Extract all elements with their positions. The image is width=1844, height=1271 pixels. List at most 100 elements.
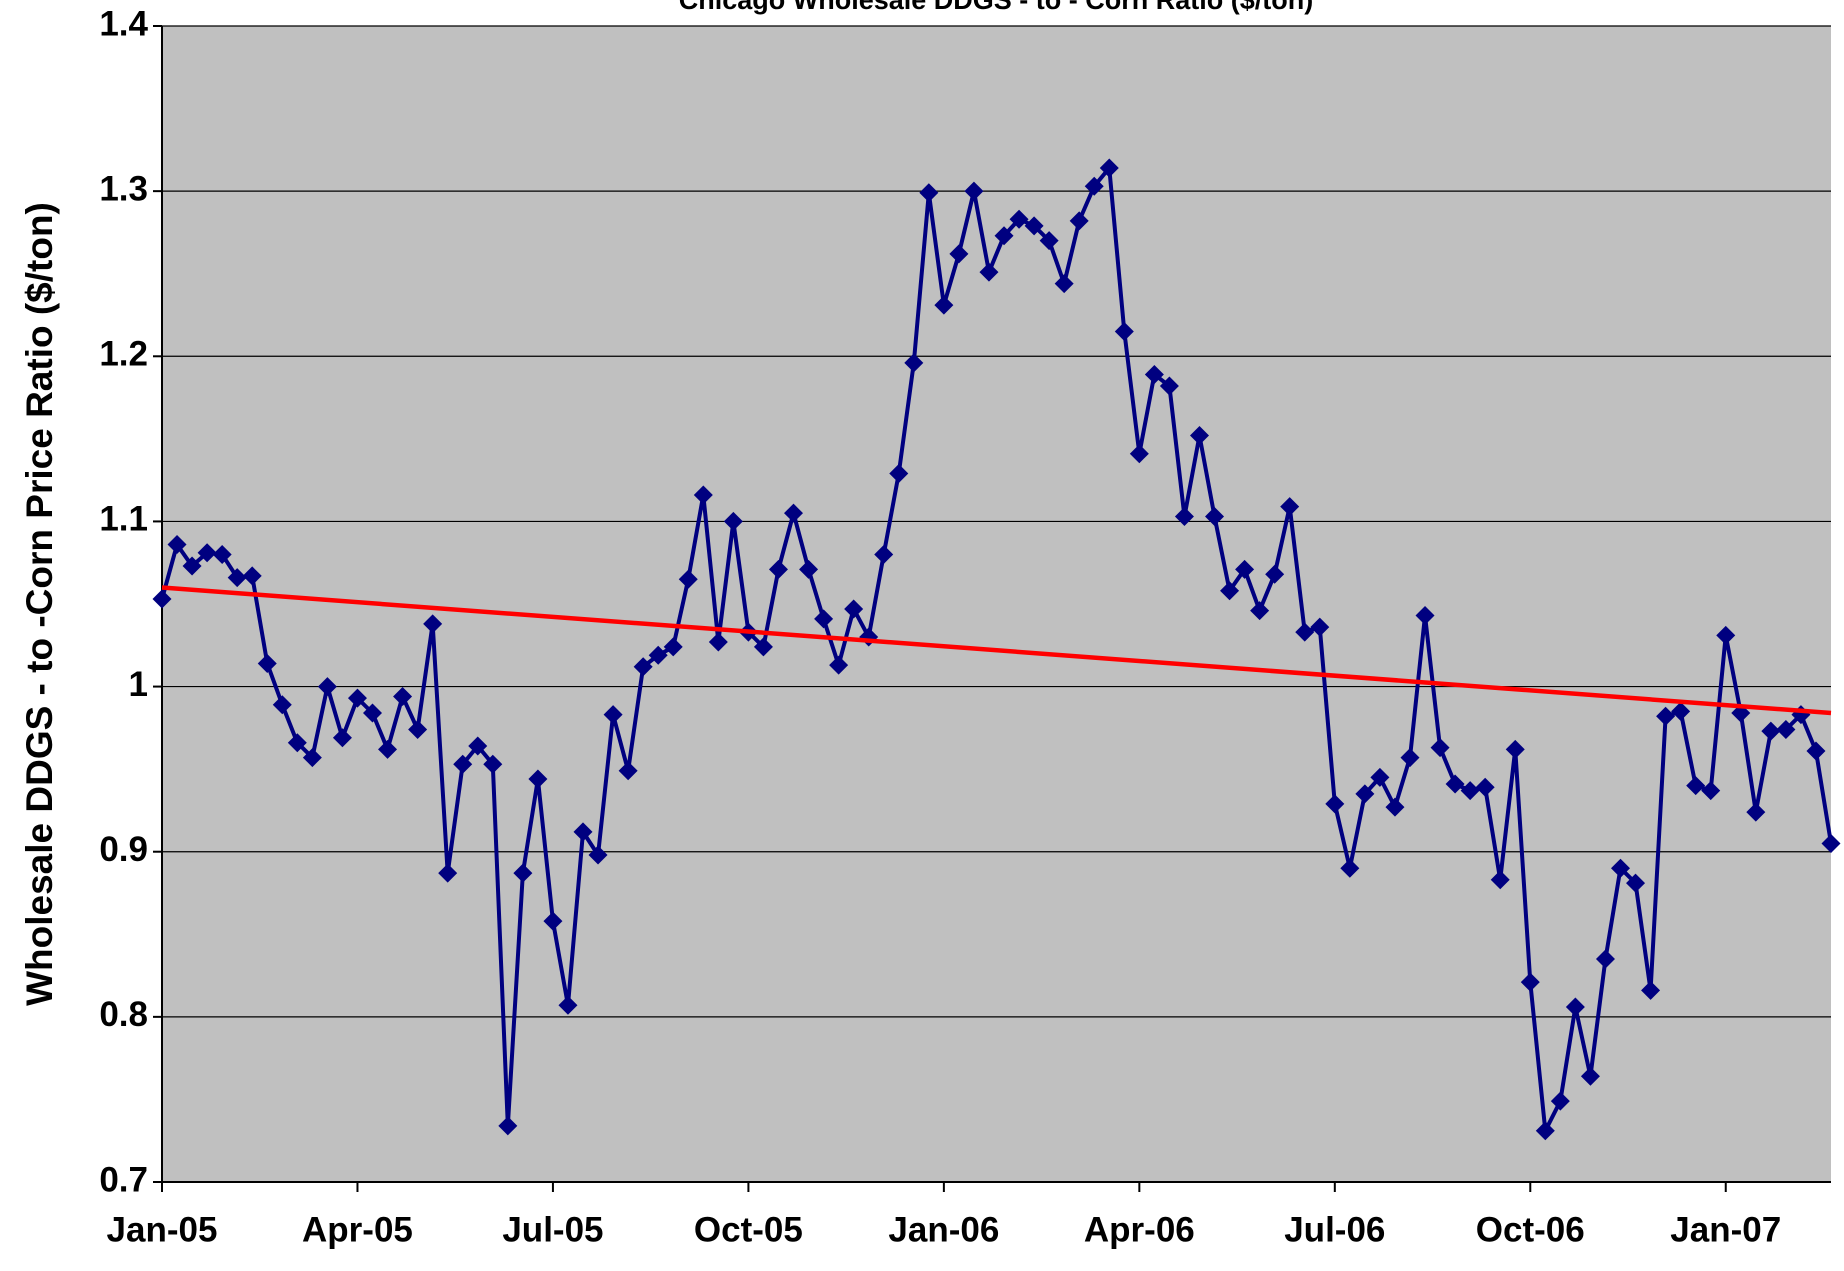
data-point [979, 262, 999, 282]
data-point [1610, 858, 1630, 878]
data-point [1159, 376, 1179, 396]
data-point [1821, 833, 1841, 853]
x-tick-label: Jan-07 [1670, 1210, 1781, 1249]
data-point [1144, 364, 1164, 384]
data-point [829, 655, 849, 675]
data-point [558, 995, 578, 1015]
y-tick-label: 0.9 [99, 830, 148, 869]
data-point [1641, 980, 1661, 1000]
data-point [1370, 767, 1390, 787]
plot-area [162, 26, 1831, 1182]
data-point [1009, 209, 1029, 229]
data-point [363, 703, 383, 723]
data-point [904, 353, 924, 373]
data-point [302, 748, 322, 768]
data-point [1325, 794, 1345, 814]
data-point [1189, 426, 1209, 446]
data-point [588, 845, 608, 865]
data-point [1355, 784, 1375, 804]
x-tick-label: Oct-06 [1476, 1210, 1585, 1249]
x-tick-label: Apr-06 [1084, 1210, 1195, 1249]
data-point [1039, 231, 1059, 251]
data-point [1505, 739, 1525, 759]
data-point [874, 544, 894, 564]
y-tick-label: 1 [129, 665, 148, 704]
x-tick-label: Oct-05 [694, 1210, 803, 1249]
data-point [889, 464, 909, 484]
data-point [408, 720, 428, 740]
data-point [468, 736, 488, 756]
data-point [1310, 617, 1330, 637]
data-point [1099, 158, 1119, 178]
data-point [1656, 706, 1676, 726]
data-point [438, 863, 458, 883]
data-point [1806, 741, 1826, 761]
data-point [1400, 748, 1420, 768]
data-point [919, 183, 939, 203]
x-tick-label: Jul-06 [1284, 1210, 1385, 1249]
data-point [1746, 802, 1766, 822]
data-point [1580, 1066, 1600, 1086]
data-point [227, 568, 247, 588]
data-point [1535, 1121, 1555, 1141]
data-point [1430, 738, 1450, 758]
data-point [378, 739, 398, 759]
data-point [1595, 949, 1615, 969]
data-point [197, 543, 217, 563]
data-point [814, 609, 834, 629]
data-point [1054, 274, 1074, 294]
data-point [1114, 322, 1134, 342]
data-point [1445, 774, 1465, 794]
data-point [1460, 781, 1480, 801]
data-point [603, 705, 623, 725]
y-tick-label: 1.1 [99, 500, 148, 539]
y-tick-label: 1.4 [99, 4, 148, 43]
data-point [212, 544, 232, 564]
data-point [1415, 606, 1435, 626]
y-tick-label: 0.8 [99, 995, 148, 1034]
data-point [708, 632, 728, 652]
data-point [1280, 497, 1300, 517]
data-point [1716, 625, 1736, 645]
data-point [949, 244, 969, 264]
data-point [1565, 997, 1585, 1017]
data-point [648, 645, 668, 665]
data-point [528, 769, 548, 789]
data-line [160, 166, 1833, 1133]
data-point [1490, 870, 1510, 890]
data-point [618, 761, 638, 781]
data-point [1174, 506, 1194, 526]
data-point [1129, 444, 1149, 464]
data-point [573, 822, 593, 842]
data-point [152, 589, 172, 609]
data-point [498, 1116, 518, 1136]
y-tick-label: 0.7 [99, 1160, 148, 1199]
x-tick-label: Jan-06 [888, 1210, 999, 1249]
data-point [1084, 176, 1104, 196]
data-point [1475, 777, 1495, 797]
data-point [1385, 797, 1405, 817]
data-point [633, 657, 653, 677]
y-tick-label: 1.2 [99, 335, 148, 374]
data-point [453, 754, 473, 774]
data-point [423, 614, 443, 634]
data-point [257, 653, 277, 673]
data-point [347, 688, 367, 708]
data-point [1671, 701, 1691, 721]
data-point [1686, 776, 1706, 796]
data-point [844, 599, 864, 619]
data-point [1761, 721, 1781, 741]
data-point [317, 677, 337, 697]
data-point [723, 511, 743, 531]
data-point [994, 226, 1014, 246]
chart-title: Chicago Wholesale DDGS - to - Corn Ratio… [679, 0, 1314, 15]
data-point [799, 559, 819, 579]
data-point [1265, 564, 1285, 584]
x-tick-label: Apr-05 [302, 1210, 413, 1249]
data-point [332, 728, 352, 748]
data-point [1520, 972, 1540, 992]
data-point [663, 637, 683, 657]
data-point [934, 295, 954, 315]
